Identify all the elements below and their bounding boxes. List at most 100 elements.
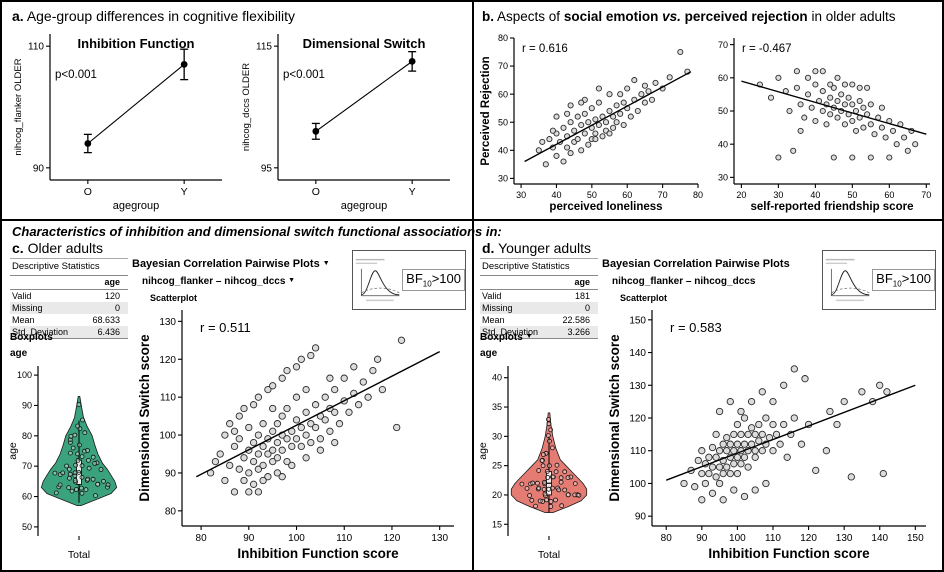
older-age-violin-plot: 50 60 70 80 90 100 Total age [6,360,126,562]
scatterplot-header-younger[interactable]: Scatterplot [620,293,667,303]
stats-rows: Valid 120 Missing 0 Mean 68.633 Std. Deviation… [10,290,128,339]
svg-text:130: 130 [836,533,853,544]
svg-text:15: 15 [492,519,502,529]
svg-text:Y: Y [409,186,416,198]
younger-age-violin-plot: 15 20 25 30 35 40 Total age [476,360,596,562]
bf-value-younger: BF10>100 [872,269,935,291]
svg-text:80: 80 [661,533,673,544]
scatterplot-header-older[interactable]: Scatterplot [150,293,197,303]
svg-text:100: 100 [729,533,746,544]
bf-label: BF [406,271,423,287]
descriptive-statistics-table-younger: Descriptive Statistics age Valid 181 Missi… [480,258,598,339]
svg-text:80: 80 [693,190,703,200]
svg-text:70: 70 [22,461,32,471]
svg-text:90: 90 [635,512,647,523]
bayes-plots-header-older[interactable]: Bayesian Correlation Pairwise Plots ▼ [132,258,330,270]
bf-sub: 10 [892,279,902,289]
svg-text:50: 50 [22,522,32,532]
prior-posterior-mini-plot [825,258,870,302]
svg-text:60: 60 [22,492,32,502]
bf-sub: 10 [422,279,432,289]
panel-b-t4: perceived rejection [684,9,808,24]
svg-text:Y: Y [181,186,188,198]
divider-vertical-bottom [472,219,474,570]
svg-text:80: 80 [22,431,32,441]
svg-text:50: 50 [498,117,508,127]
prior-posterior-mini-plot [355,258,400,302]
bf-label: BF [876,271,893,287]
panel-d-title: d. Younger adults [482,240,591,256]
svg-text:40: 40 [498,145,508,155]
svg-text:140: 140 [629,348,646,359]
svg-text:70: 70 [921,190,931,200]
svg-text:80: 80 [498,33,508,43]
svg-text:100: 100 [159,431,176,442]
boxplots-header-older[interactable]: Boxplots [10,332,53,343]
svg-text:150: 150 [907,533,924,544]
age-label: age [10,348,28,359]
stats-title: Descriptive Statistics [480,258,598,275]
svg-text:r = 0.511: r = 0.511 [200,320,251,335]
svg-text:agegroup: agegroup [113,200,160,212]
svg-text:Total: Total [68,549,90,561]
svg-text:40: 40 [718,139,728,149]
panel-c-title: c. Older adults [12,240,103,256]
younger-scatterplot: 80 90 100 110 120 130 140 150 90 100 110 120 130 140 1… [606,302,938,564]
panel-b-t2: social emotion [563,9,659,24]
scatterplot-label: Scatterplot [620,293,668,303]
pair-header-younger[interactable]: nihcog_flanker – nihcog_dccs [612,276,755,287]
svg-text:100: 100 [629,479,646,490]
svg-text:20: 20 [736,190,746,200]
panel-b-t3: vs. [658,9,685,24]
panel-a-title-text: Age-group differences in cognitive flexi… [26,8,296,24]
svg-text:Dimensional Switch score: Dimensional Switch score [137,334,152,502]
boxplots-label: Boxplots [10,332,53,343]
older-scatterplot: 80 90 100 110 120 130 80 90 100 110 120 130 r = 0.51… [136,302,466,564]
divider-vertical-top [472,2,474,219]
svg-text:130: 130 [629,381,646,392]
svg-text:O: O [312,186,320,198]
svg-text:30: 30 [492,431,502,441]
svg-text:Total: Total [538,549,560,561]
age-header-younger[interactable]: age [480,348,497,359]
svg-text:30: 30 [773,190,783,200]
svg-text:70: 70 [718,40,728,50]
chevron-down-icon: ▼ [288,277,296,284]
panel-b-title: b. Aspects of social emotion vs. perceiv… [482,9,896,24]
boxplots-header-younger[interactable]: Boxplots ▼ [480,332,533,343]
svg-text:40: 40 [492,373,502,383]
bf-inset-younger: BF10>100 [822,250,936,310]
svg-text:r = 0.616: r = 0.616 [522,43,568,55]
svg-text:Dimensional Switch: Dimensional Switch [303,36,426,51]
bayes-plots-header-younger[interactable]: Bayesian Correlation Pairwise Plots [602,258,790,270]
svg-text:80: 80 [165,506,177,517]
svg-text:O: O [84,186,92,198]
age-header-older[interactable]: age [10,348,27,359]
svg-text:perceived loneliness: perceived loneliness [549,201,662,213]
svg-text:Inhibition Function: Inhibition Function [78,36,195,51]
bayes-header-label: Bayesian Correlation Pairwise Plots [602,258,790,270]
svg-text:95: 95 [261,163,273,174]
svg-text:150: 150 [629,315,646,326]
descriptive-statistics-table-older: Descriptive Statistics age Valid 120 Missi… [10,258,128,339]
svg-text:30: 30 [516,190,526,200]
stats-col-empty [480,275,553,290]
svg-text:Inhibition Function score: Inhibition Function score [237,546,399,561]
svg-text:50: 50 [847,190,857,200]
bf-inset-older: BF10>100 [352,250,466,310]
svg-text:Perceived Rejection: Perceived Rejection [480,56,492,165]
bayes-header-label: Bayesian Correlation Pairwise Plots [132,258,320,270]
svg-text:60: 60 [718,73,728,83]
pair-header-older[interactable]: nihcog_flanker – nihcog_dccs ▼ [142,276,295,287]
bf-value-older: BF10>100 [402,269,465,291]
svg-text:age: age [477,442,489,460]
svg-text:agegroup: agegroup [341,200,388,212]
svg-text:20: 20 [492,490,502,500]
svg-text:100: 100 [17,370,32,380]
chevron-down-icon: ▼ [322,260,330,267]
loneliness-rejection-scatter: 30 40 50 60 70 80 30 40 50 60 70 80 r = 0.616 perceiv… [478,30,706,214]
svg-text:60: 60 [884,190,894,200]
stats-col-empty [10,275,83,290]
chevron-down-icon: ▼ [525,333,533,340]
